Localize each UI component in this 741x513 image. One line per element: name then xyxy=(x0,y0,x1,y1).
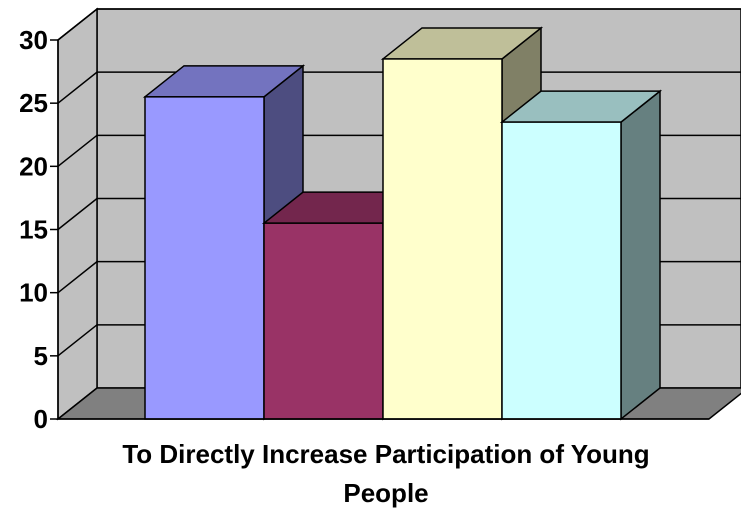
y-tick-label: 25 xyxy=(19,88,48,118)
x-axis-label-line-1: To Directly Increase Participation of Yo… xyxy=(122,439,649,469)
y-tick-label: 5 xyxy=(34,341,48,371)
y-tick-label: 10 xyxy=(19,278,48,308)
bar-front xyxy=(263,222,384,420)
bar-front xyxy=(501,121,622,420)
y-tick-label: 15 xyxy=(19,215,48,245)
bar-side xyxy=(620,89,661,421)
bar-front xyxy=(382,58,503,420)
bar-4 xyxy=(499,89,663,421)
gridline xyxy=(57,8,741,41)
y-tick-label: 0 xyxy=(34,404,48,434)
y-tick-label: 20 xyxy=(19,151,48,181)
x-axis-label-line-2: People xyxy=(343,478,428,508)
y-axis-ticks: 0 5 10 15 20 25 30 xyxy=(19,25,709,434)
bar-front xyxy=(144,96,265,420)
y-tick-label: 30 xyxy=(19,25,48,55)
